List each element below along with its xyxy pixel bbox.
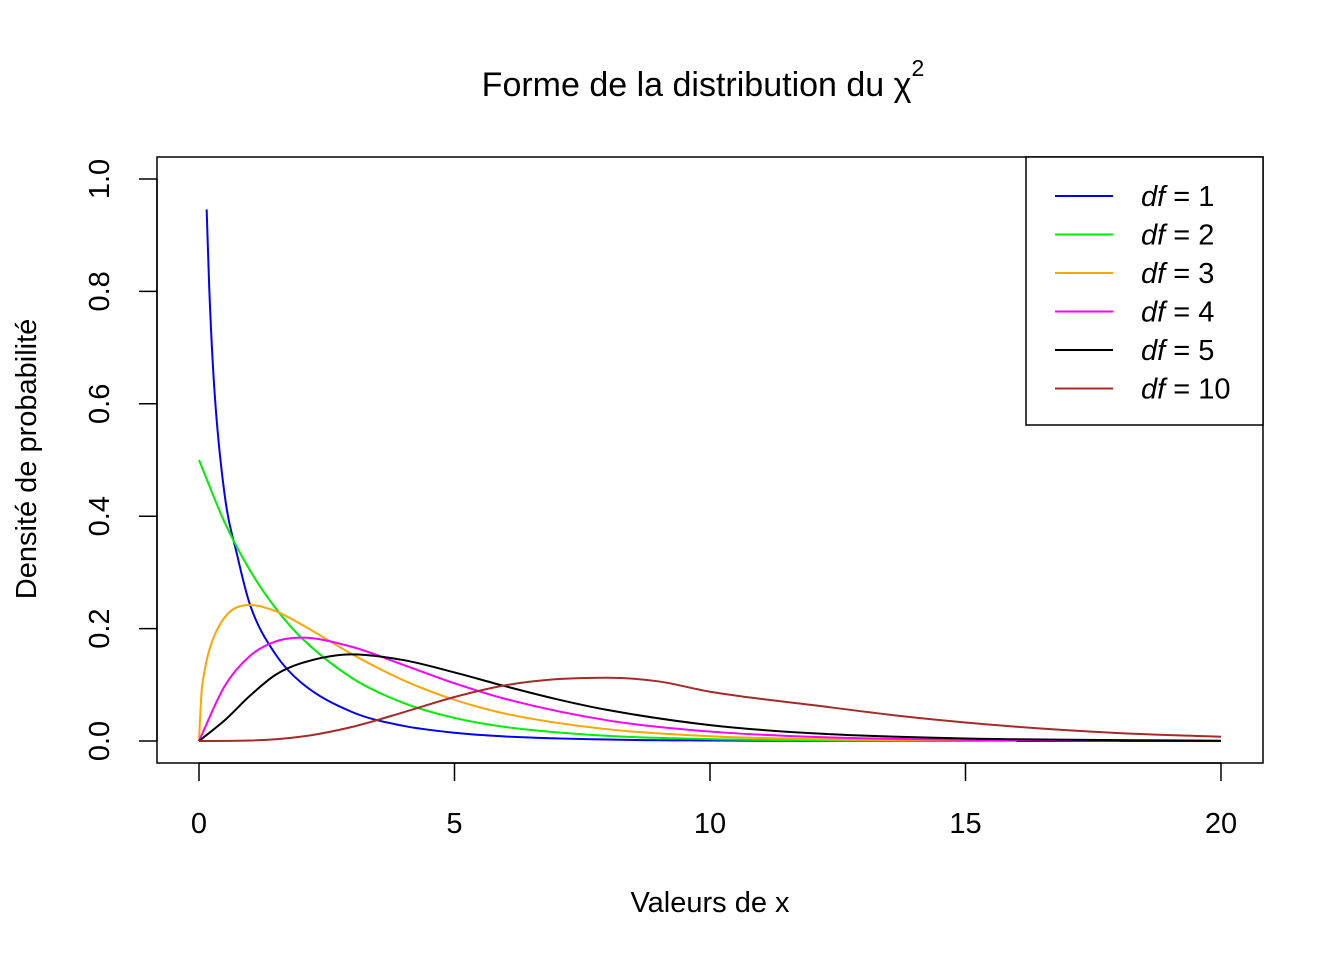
legend-box <box>1025 156 1264 426</box>
legend-var: df <box>1141 297 1168 329</box>
series-line-3 <box>198 603 1017 742</box>
legend-label-6: df = 10 <box>1141 374 1231 406</box>
legend: df = 1df = 2df = 3df = 4df = 5df = 10 <box>1025 156 1264 426</box>
legend-value: = 5 <box>1165 335 1214 367</box>
y-tick-label: 1.0 <box>84 159 116 199</box>
legend-value: = 1 <box>1165 181 1214 213</box>
legend-var: df <box>1141 181 1168 213</box>
y-axis: 0.0 0.2 0.4 0.6 0.8 1.0 <box>84 159 158 761</box>
series-line-6 <box>198 676 1222 742</box>
y-tick-label: 0.6 <box>84 384 116 424</box>
y-tick-label: 0.2 <box>84 608 116 648</box>
legend-label-3: df = 3 <box>1141 258 1214 290</box>
legend-label-5: df = 5 <box>1141 335 1214 367</box>
y-tick-label: 0.8 <box>84 271 116 311</box>
legend-label-4: df = 4 <box>1141 297 1214 329</box>
x-axis: 0 5 10 15 20 <box>191 762 1237 840</box>
legend-value: = 2 <box>1165 220 1214 252</box>
x-tick-label: 15 <box>949 808 981 840</box>
legend-value: = 4 <box>1165 297 1214 329</box>
legend-value: = 3 <box>1165 258 1214 290</box>
y-axis-label: Densité de probabilité <box>11 319 43 600</box>
legend-var: df <box>1141 335 1168 367</box>
series-line-2 <box>198 459 1017 742</box>
y-tick-label: 0.0 <box>84 721 116 761</box>
x-tick-label: 0 <box>191 808 207 840</box>
legend-var: df <box>1141 220 1168 252</box>
x-tick-label: 5 <box>446 808 462 840</box>
x-tick-label: 20 <box>1205 808 1237 840</box>
legend-label-2: df = 2 <box>1141 220 1214 252</box>
curves-group <box>198 209 1222 742</box>
y-tick-label: 0.4 <box>84 496 116 536</box>
legend-value: = 10 <box>1165 374 1230 406</box>
series-line-5 <box>198 653 1222 742</box>
chart-title-superscript: 2 <box>912 55 925 81</box>
series-line-4 <box>198 636 1119 742</box>
x-tick-label: 10 <box>694 808 726 840</box>
legend-var: df <box>1141 258 1168 290</box>
chart-title-main: Forme de la distribution du χ <box>482 66 912 104</box>
x-axis-label: Valeurs de x <box>630 887 790 919</box>
legend-label-1: df = 1 <box>1141 181 1214 213</box>
legend-var: df <box>1141 374 1168 406</box>
chart-title: Forme de la distribution du χ2 <box>482 55 925 104</box>
